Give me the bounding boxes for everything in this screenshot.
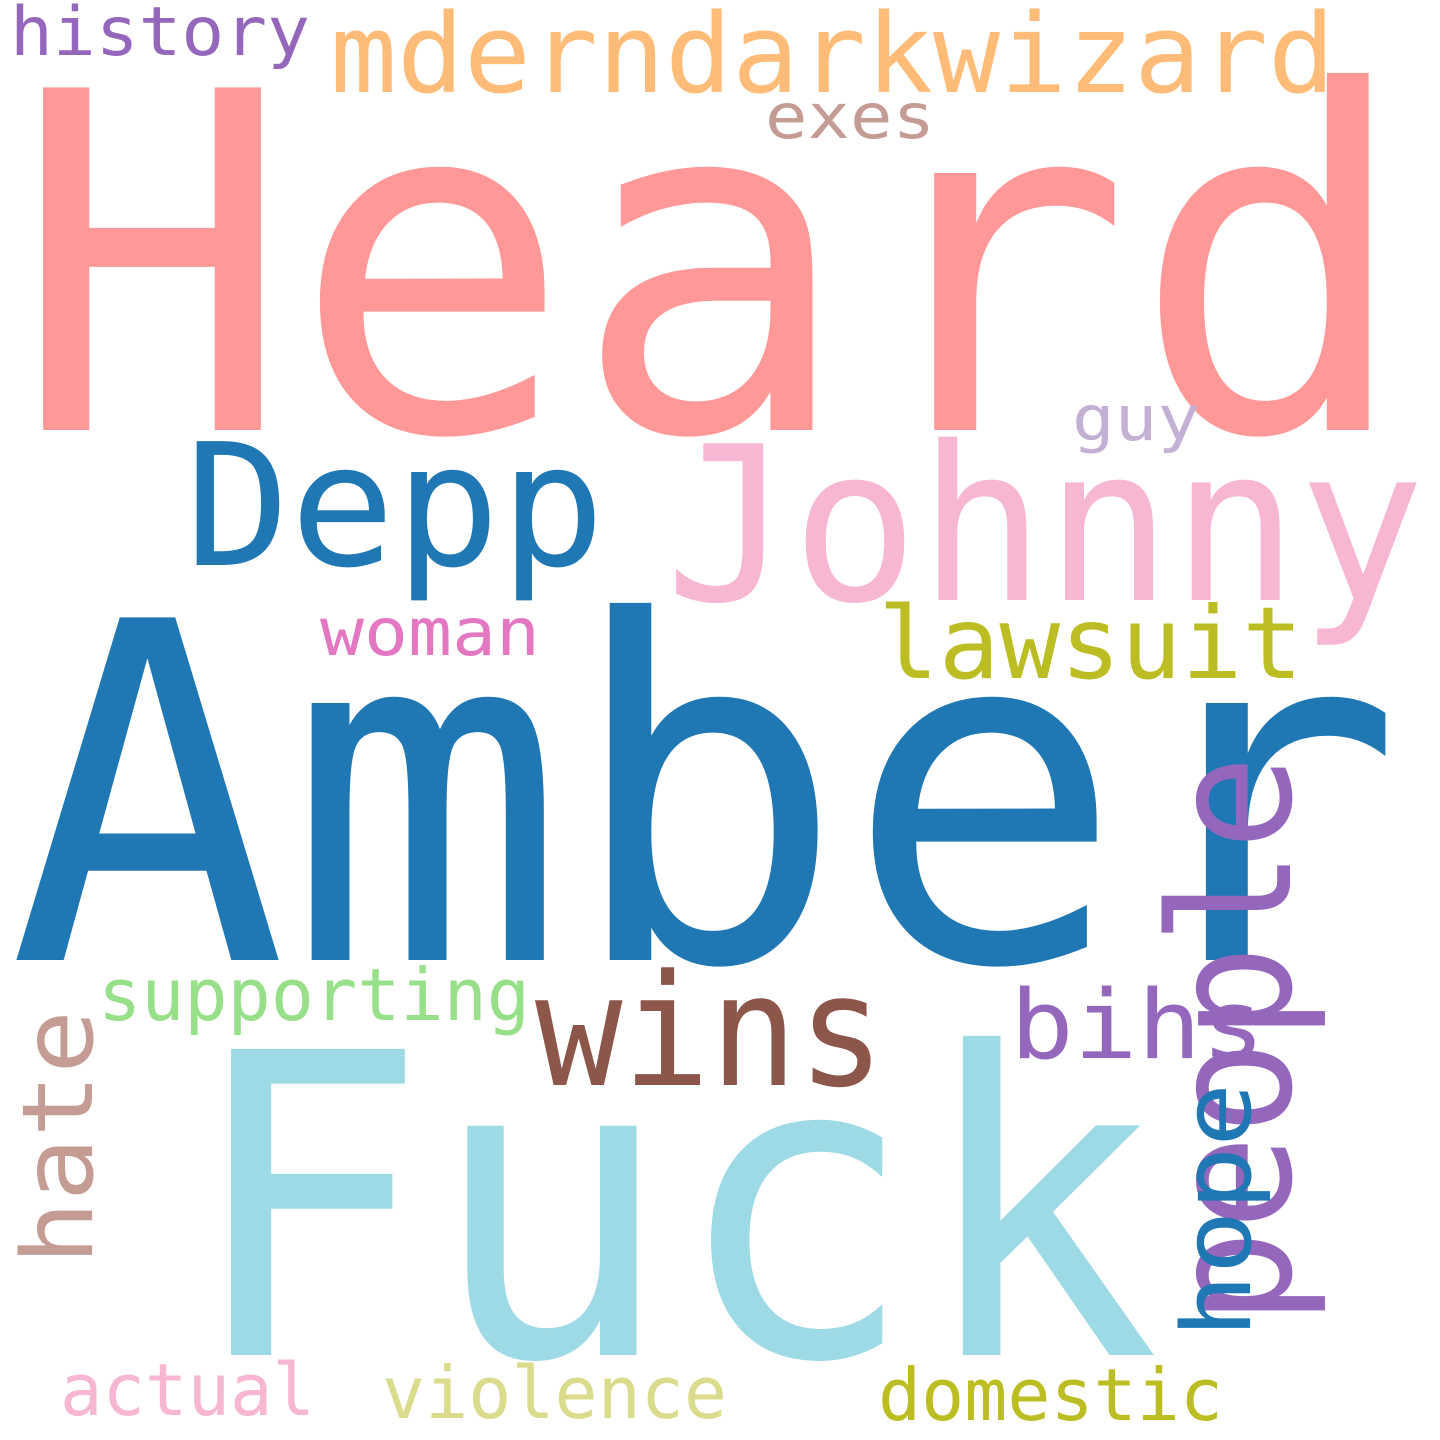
word-lawsuit: lawsuit (878, 585, 1303, 702)
word-domestic: domestic (878, 1353, 1223, 1437)
word-wins: wins (535, 941, 885, 1122)
word-woman: woman (320, 594, 540, 671)
word-actual: actual (60, 1348, 315, 1432)
word-depp: Depp (185, 408, 605, 606)
word-heard: Heard (12, 0, 1412, 541)
word-johnny: Johnny (665, 400, 1425, 651)
word-bihs: bihs (1010, 971, 1265, 1081)
word-people: people (1134, 755, 1330, 1325)
word-hate: hate (2, 1010, 116, 1265)
word-hope: hope (1163, 1083, 1273, 1338)
word-exes: exes (765, 80, 935, 153)
word-supporting: supporting (98, 953, 530, 1037)
word-violence: violence (382, 1351, 727, 1435)
word-guy: guy (1072, 382, 1200, 455)
word-history: history (10, 0, 310, 72)
word-fuck: Fuck (185, 966, 1160, 1440)
word-mderndarkwizard: mderndarkwizard (330, 0, 1335, 118)
word-amber: Amber (8, 524, 1403, 1071)
